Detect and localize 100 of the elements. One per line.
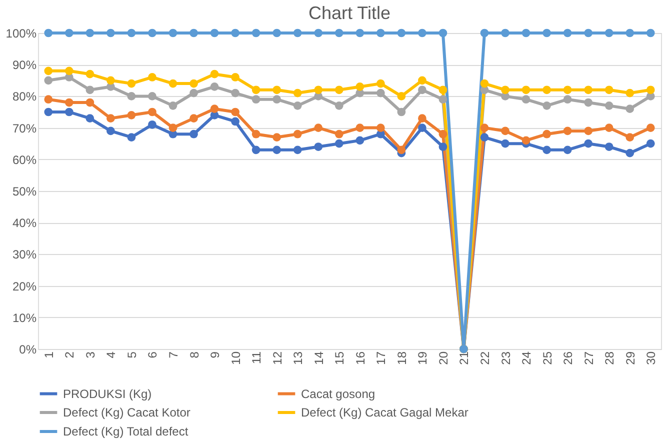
point bbox=[210, 70, 219, 78]
point bbox=[584, 98, 592, 107]
point bbox=[563, 28, 572, 38]
point bbox=[522, 28, 530, 38]
point bbox=[563, 86, 572, 94]
point bbox=[418, 28, 426, 38]
point bbox=[522, 86, 530, 94]
point bbox=[522, 95, 530, 104]
x-tick-label: 11 bbox=[250, 351, 264, 364]
y-tick-label: 60% bbox=[12, 152, 37, 167]
x-tick-label: 1 bbox=[42, 351, 56, 358]
point bbox=[542, 86, 551, 94]
point bbox=[210, 82, 219, 91]
point bbox=[252, 28, 260, 38]
x-tick-label: 14 bbox=[312, 351, 326, 365]
x-tick-label: 29 bbox=[623, 351, 638, 365]
x-tick-label: 30 bbox=[644, 351, 658, 365]
point bbox=[584, 139, 592, 148]
point bbox=[438, 95, 448, 104]
point bbox=[252, 146, 260, 154]
point bbox=[480, 124, 489, 132]
x-tick-label: 27 bbox=[582, 351, 596, 365]
point bbox=[148, 120, 156, 129]
point bbox=[44, 28, 53, 38]
point bbox=[86, 114, 94, 122]
point bbox=[356, 82, 364, 91]
y-tick-label: 20% bbox=[12, 279, 37, 294]
point bbox=[563, 126, 572, 136]
point bbox=[438, 86, 448, 94]
point bbox=[148, 28, 156, 38]
x-tick-label: 9 bbox=[208, 351, 222, 358]
point bbox=[626, 148, 634, 158]
point bbox=[542, 28, 551, 38]
point bbox=[542, 146, 551, 154]
point bbox=[293, 146, 302, 154]
point bbox=[64, 98, 74, 107]
point bbox=[190, 79, 198, 88]
x-tick-label: 12 bbox=[270, 351, 284, 365]
point bbox=[480, 28, 489, 38]
point bbox=[314, 124, 323, 132]
x-tick-label: 20 bbox=[436, 351, 450, 365]
legend-label: Defect (Kg) Total defect bbox=[63, 424, 189, 438]
y-tick-label: 100% bbox=[6, 26, 37, 40]
point bbox=[86, 28, 94, 38]
point bbox=[168, 79, 178, 88]
x-tick-label: 13 bbox=[291, 351, 306, 365]
point bbox=[272, 28, 281, 38]
point bbox=[231, 108, 240, 116]
x-tick-label: 4 bbox=[104, 351, 118, 358]
point bbox=[314, 142, 323, 151]
y-tick-label: 40% bbox=[12, 216, 37, 230]
point bbox=[252, 86, 260, 94]
y-tick-label: 50% bbox=[12, 184, 37, 198]
point bbox=[584, 126, 592, 136]
point bbox=[376, 28, 385, 38]
point bbox=[168, 28, 178, 38]
point bbox=[106, 126, 115, 136]
point bbox=[190, 130, 198, 138]
point bbox=[584, 86, 592, 94]
point bbox=[86, 70, 94, 78]
x-tick-label: 7 bbox=[166, 351, 180, 358]
x-tick-label: 6 bbox=[146, 351, 160, 358]
point bbox=[418, 114, 426, 122]
point bbox=[604, 102, 614, 110]
point bbox=[272, 95, 281, 104]
point bbox=[604, 86, 614, 94]
y-tick-label: 80% bbox=[12, 90, 37, 104]
point bbox=[438, 28, 448, 38]
point bbox=[148, 108, 156, 116]
point bbox=[626, 28, 634, 38]
point bbox=[127, 133, 136, 142]
point bbox=[272, 133, 281, 142]
point bbox=[64, 66, 74, 76]
point bbox=[418, 86, 426, 94]
point bbox=[501, 126, 510, 136]
x-tick-label: 24 bbox=[520, 351, 534, 365]
point bbox=[210, 28, 219, 38]
legend-label: Cacat gosong bbox=[301, 386, 376, 401]
legend-label: Defect (Kg) Cacat Kotor bbox=[63, 406, 190, 420]
point bbox=[148, 92, 156, 100]
point bbox=[231, 28, 240, 38]
point bbox=[397, 146, 406, 154]
x-tick-label: 8 bbox=[187, 351, 202, 358]
point bbox=[438, 130, 448, 138]
point bbox=[127, 110, 136, 120]
point bbox=[168, 102, 178, 110]
point bbox=[418, 76, 426, 85]
point bbox=[334, 102, 344, 110]
point bbox=[480, 79, 489, 88]
point bbox=[86, 86, 94, 94]
x-tick-label: 26 bbox=[561, 351, 576, 365]
x-tick-label: 25 bbox=[540, 351, 554, 365]
point bbox=[376, 124, 385, 132]
point bbox=[438, 142, 448, 151]
point bbox=[293, 28, 302, 38]
point bbox=[397, 28, 406, 38]
x-tick-label: 17 bbox=[374, 351, 388, 365]
point bbox=[231, 73, 240, 82]
point bbox=[334, 86, 344, 94]
x-tick-label: 3 bbox=[83, 351, 98, 358]
